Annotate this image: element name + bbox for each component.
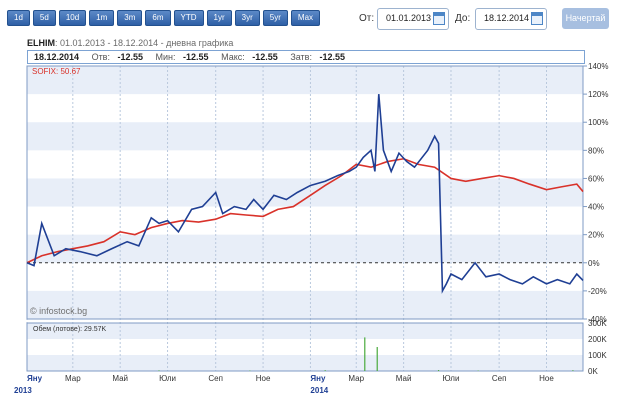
range-button-6m[interactable]: 6m (145, 10, 171, 26)
volume-bar (437, 370, 440, 371)
y-tick-label: 60% (588, 174, 604, 183)
x-year-label: 2013 (14, 386, 32, 395)
x-tick-label: Яну (310, 374, 326, 383)
open-value: -12.55 (117, 52, 144, 62)
range-button-10d[interactable]: 10d (58, 10, 87, 26)
calendar-icon[interactable] (531, 12, 543, 25)
grid-band (27, 355, 583, 371)
plot-frame (26, 65, 584, 320)
grid-band (27, 178, 583, 207)
volume-bar (364, 337, 366, 371)
x-tick-label: Сеп (492, 374, 507, 383)
chart-title: ELHIM: 01.01.2013 - 18.12.2014 - дневна … (27, 38, 233, 48)
x-tick-label: Мар (65, 374, 81, 383)
volume-bar (324, 370, 326, 371)
volume-frame (26, 322, 584, 372)
range-button-5d[interactable]: 5d (32, 10, 56, 26)
max-value: -12.55 (252, 52, 278, 62)
from-label: От: (359, 13, 375, 24)
min-value: -12.55 (183, 52, 209, 62)
series-line-sofix (26, 157, 584, 264)
range-button-1d[interactable]: 1d (7, 10, 30, 26)
grid-band (27, 290, 583, 319)
x-tick-label: Яну (27, 374, 43, 383)
from-date-input[interactable]: 01.01.2013 (377, 8, 449, 30)
range-buttons: 1d 5d 10d 1m 3m 6m YTD 1yr 3yr 5yr Max (7, 10, 321, 26)
toolbar: 1d 5d 10d 1m 3m 6m YTD 1yr 3yr 5yr Max От: 01.01.2… (0, 0, 620, 40)
x-tick-label: Юли (443, 374, 460, 383)
x-tick-label: Юли (159, 374, 176, 383)
y-tick-label: 140% (588, 62, 608, 71)
x-tick-label: Сеп (208, 374, 223, 383)
volume-label: Обем (лотове): 29.57K (33, 325, 107, 333)
info-date: 18.12.2014 (34, 52, 80, 62)
y-tick-label: 20% (588, 231, 604, 240)
max-label: Макс: (221, 52, 245, 62)
y-tick-label: 40% (588, 203, 604, 212)
y-tick-label: -40% (588, 315, 607, 324)
grid-band (27, 234, 583, 263)
to-label: До: (455, 13, 471, 24)
open-label: Отв: (91, 52, 110, 62)
to-date-value: 18.12.2014 (484, 13, 530, 23)
to-date-input[interactable]: 18.12.2014 (475, 8, 547, 30)
x-tick-label: Ное (539, 374, 554, 383)
x-year-label: 2014 (310, 386, 328, 395)
y-tick-label: 100% (588, 118, 608, 127)
watermark: © infostock.bg (30, 306, 87, 316)
volume-tick-label: 200K (588, 335, 607, 344)
volume-bar (158, 370, 160, 371)
range-button-5yr[interactable]: 5yr (262, 10, 288, 26)
grid-band (27, 66, 583, 95)
range-text: : 01.01.2013 - 18.12.2014 - дневна графи… (55, 38, 234, 48)
symbol: ELHIM (27, 38, 55, 48)
x-tick-label: Май (112, 374, 128, 383)
range-button-1yr[interactable]: 1yr (206, 10, 232, 26)
x-tick-label: Ное (256, 374, 271, 383)
close-label: Затв: (290, 52, 312, 62)
volume-bar (376, 347, 378, 371)
grid-band (27, 122, 583, 151)
volume-tick-label: 300K (588, 319, 607, 328)
volume-tick-label: 100K (588, 351, 607, 360)
min-label: Мин: (155, 52, 176, 62)
volume-bar (572, 370, 574, 371)
y-tick-label: 80% (588, 146, 604, 155)
series-line-elhim (26, 94, 584, 294)
calendar-icon[interactable] (433, 12, 445, 25)
grid-band (27, 323, 583, 339)
y-tick-label: -20% (588, 287, 607, 296)
range-button-ytd[interactable]: YTD (173, 10, 204, 26)
range-button-3yr[interactable]: 3yr (234, 10, 260, 26)
y-tick-label: 0% (588, 259, 600, 268)
range-button-3m[interactable]: 3m (117, 10, 143, 26)
volume-tick-label: 0K (588, 367, 598, 376)
range-button-1m[interactable]: 1m (89, 10, 115, 26)
x-tick-label: Май (396, 374, 412, 383)
x-tick-label: Мар (348, 374, 364, 383)
from-date-value: 01.01.2013 (386, 13, 432, 23)
range-button-max[interactable]: Max (290, 10, 321, 26)
y-tick-label: 120% (588, 90, 608, 99)
legend-sofix: SOFIX: 50.67 (32, 67, 81, 76)
close-value: -12.55 (319, 52, 346, 62)
info-bar: 18.12.2014 Отв: -12.55 Мин: -12.55 Макс:… (27, 50, 585, 64)
draw-button[interactable]: Начертай (562, 8, 609, 29)
